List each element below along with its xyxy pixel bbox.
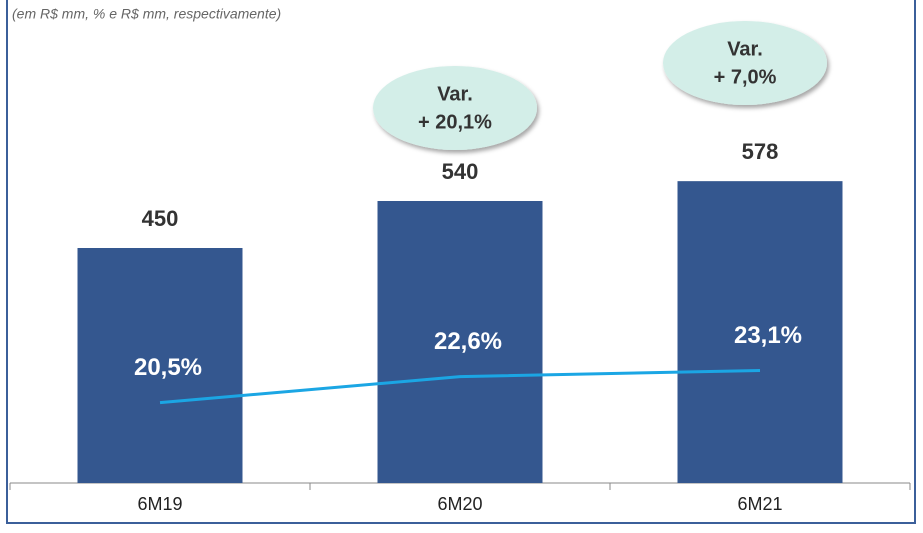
x-tick-label: 6M21: [737, 494, 782, 514]
line-value-label: 23,1%: [734, 322, 802, 349]
annotation-text: Var.: [437, 83, 473, 105]
chart-subtitle: (em R$ mm, % e R$ mm, respectivamente): [12, 6, 281, 22]
annotation-text: Var.: [727, 38, 763, 60]
bar: [677, 181, 843, 483]
bar-value-label: 578: [742, 139, 779, 164]
frame: [6, 0, 916, 524]
line: [159, 368, 761, 405]
bar: [377, 201, 543, 483]
annotation-text: + 20,1%: [418, 111, 492, 133]
x-tick-label: 6M19: [137, 494, 182, 514]
x-tick-label: 6M20: [437, 494, 482, 514]
bar-value-label: 450: [142, 206, 179, 231]
annotation-bubble: [373, 66, 537, 150]
bar: [77, 248, 243, 483]
annotation-bubble: [663, 21, 827, 105]
line-value-label: 22,6%: [434, 328, 502, 355]
bar-value-label: 540: [442, 159, 479, 184]
annotation-text: + 7,0%: [714, 66, 777, 88]
line-value-label: 20,5%: [134, 354, 202, 381]
